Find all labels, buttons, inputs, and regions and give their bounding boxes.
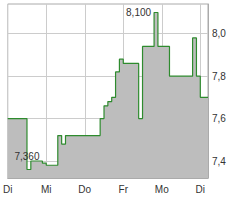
- svg-text:8,100: 8,100: [126, 7, 151, 18]
- svg-text:Di: Di: [196, 184, 205, 195]
- svg-text:7,8: 7,8: [212, 71, 226, 82]
- svg-text:Mi: Mi: [41, 184, 52, 195]
- svg-text:7,360: 7,360: [14, 151, 39, 162]
- svg-text:7,6: 7,6: [212, 113, 226, 124]
- svg-text:8,0: 8,0: [212, 28, 226, 39]
- svg-text:Mo: Mo: [155, 184, 169, 195]
- svg-text:Di: Di: [3, 184, 12, 195]
- svg-text:Do: Do: [78, 184, 91, 195]
- svg-text:7,4: 7,4: [212, 156, 226, 167]
- svg-text:Fr: Fr: [119, 184, 129, 195]
